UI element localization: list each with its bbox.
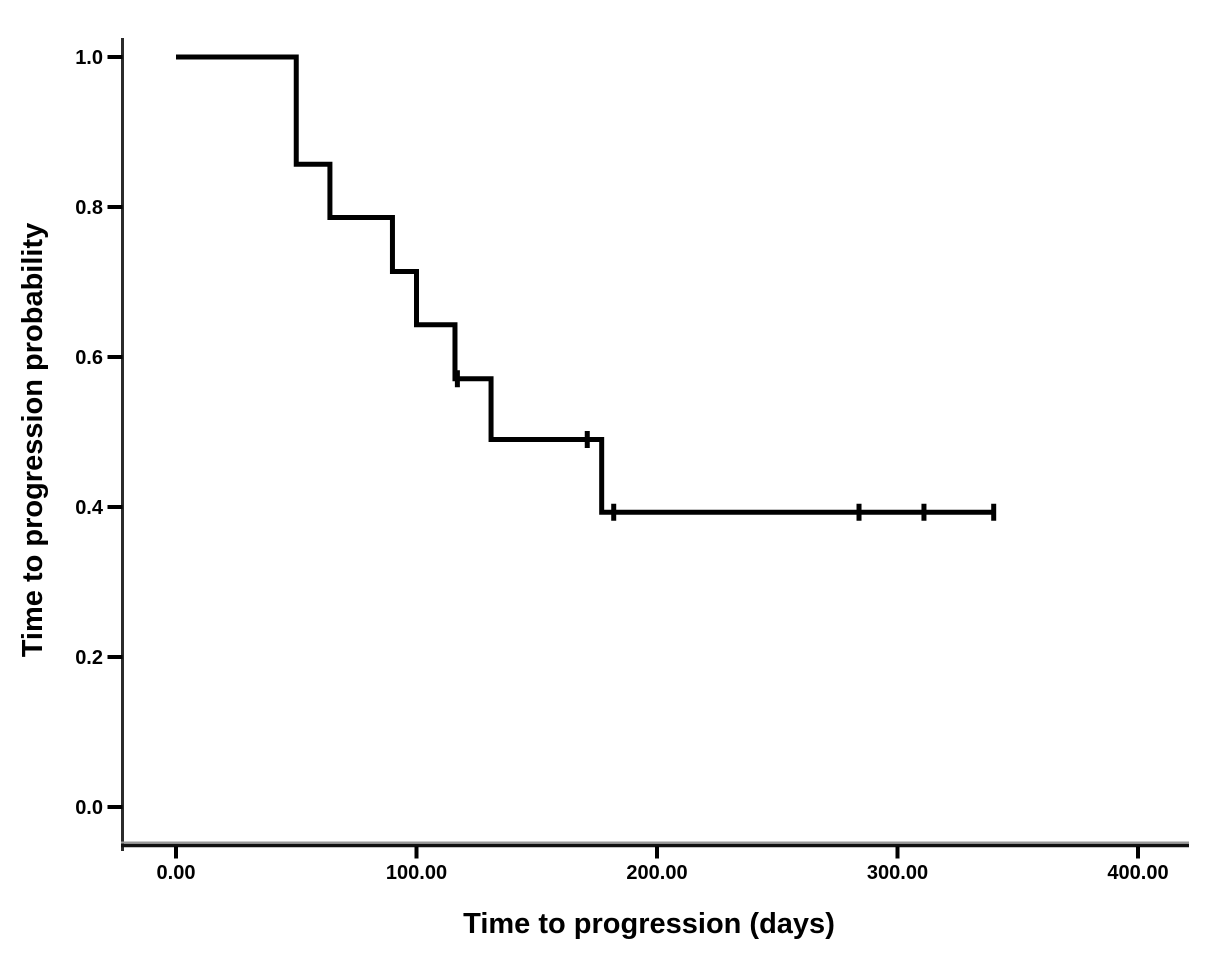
y-ticks-group: 1.0 0.8 0.6 0.4 0.2 0.0: [75, 47, 123, 819]
x-tick-label: 0.00: [157, 862, 196, 884]
curve-group: [176, 54, 994, 515]
y-tick-label: 0.4: [75, 497, 104, 519]
x-ticks-group: 0.00 100.00 200.00 300.00 400.00: [157, 846, 1169, 884]
y-axis-title: Time to progression probability: [17, 223, 49, 658]
censor-mark: [991, 503, 997, 521]
x-tick-label: 400.00: [1107, 862, 1168, 884]
y-tick-label: 0.6: [75, 347, 103, 369]
x-tick-label: 300.00: [867, 862, 928, 884]
censor-mark: [611, 503, 617, 521]
x-tick-label: 100.00: [386, 862, 447, 884]
axes-group: [121, 38, 1189, 851]
x-axis-title: Time to progression (days): [463, 908, 835, 940]
censor-mark: [856, 503, 862, 521]
censor-mark: [454, 370, 460, 388]
km-survival-curve: [176, 54, 994, 515]
y-tick-label: 1.0: [75, 47, 103, 69]
censor-mark: [921, 503, 927, 521]
censor-marks-group: [454, 370, 997, 521]
censor-mark: [584, 431, 590, 448]
y-tick-label: 0.2: [75, 647, 103, 669]
x-tick-label: 200.00: [626, 862, 687, 884]
y-tick-label: 0.0: [75, 797, 103, 819]
y-tick-label: 0.8: [75, 197, 103, 219]
